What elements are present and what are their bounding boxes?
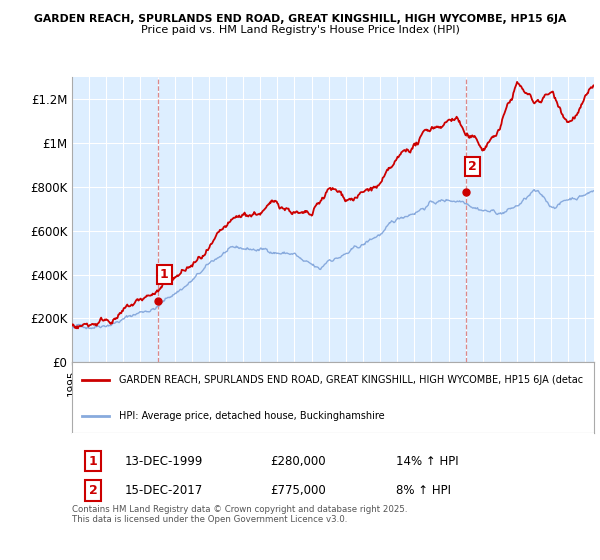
Text: 14% ↑ HPI: 14% ↑ HPI [395, 455, 458, 468]
Text: 13-DEC-1999: 13-DEC-1999 [124, 455, 203, 468]
Text: Price paid vs. HM Land Registry's House Price Index (HPI): Price paid vs. HM Land Registry's House … [140, 25, 460, 35]
Text: 1: 1 [160, 268, 169, 281]
Text: GARDEN REACH, SPURLANDS END ROAD, GREAT KINGSHILL, HIGH WYCOMBE, HP15 6JA: GARDEN REACH, SPURLANDS END ROAD, GREAT … [34, 14, 566, 24]
Text: 8% ↑ HPI: 8% ↑ HPI [395, 484, 451, 497]
Text: Contains HM Land Registry data © Crown copyright and database right 2025.
This d: Contains HM Land Registry data © Crown c… [72, 505, 407, 524]
Text: HPI: Average price, detached house, Buckinghamshire: HPI: Average price, detached house, Buck… [119, 410, 385, 421]
Text: 2: 2 [89, 484, 97, 497]
Text: 2: 2 [468, 160, 477, 172]
Text: £775,000: £775,000 [271, 484, 326, 497]
Text: GARDEN REACH, SPURLANDS END ROAD, GREAT KINGSHILL, HIGH WYCOMBE, HP15 6JA (detac: GARDEN REACH, SPURLANDS END ROAD, GREAT … [119, 375, 583, 385]
Text: 1: 1 [89, 455, 97, 468]
Text: £280,000: £280,000 [271, 455, 326, 468]
Text: 15-DEC-2017: 15-DEC-2017 [124, 484, 202, 497]
